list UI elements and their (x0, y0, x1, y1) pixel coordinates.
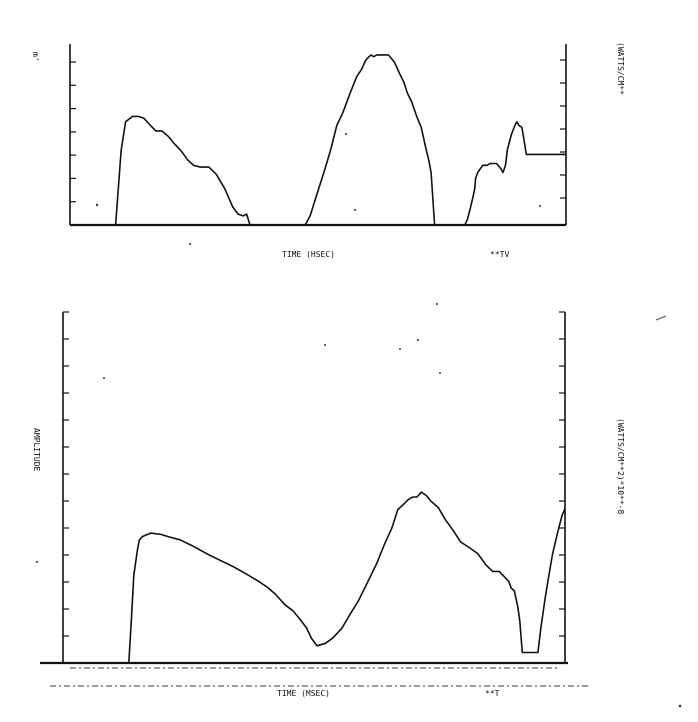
scan-noise (36, 133, 682, 708)
noise-mark (655, 315, 667, 321)
noise-dot (95, 203, 99, 207)
noise-dot (36, 561, 38, 563)
noise-dot (399, 348, 401, 350)
noise-dot (189, 243, 191, 245)
lower-series-line (63, 491, 566, 664)
noise-dot (539, 205, 541, 207)
lower-right-ticks (559, 311, 565, 637)
lower-right-axis-label: (WATTS/CM**2)*10**-8 (616, 418, 625, 515)
lower-y-axis-label: AMPLITUDE (32, 428, 41, 472)
lower-chart: AMPLITUDE (WATTS/CM**2)*10**-8 TIME (MSE… (32, 311, 625, 698)
upper-chart: m' TIME (HSEC) **TV (WATTS/CM** (31, 42, 625, 259)
noise-dot (678, 704, 682, 708)
upper-y-axis-label: (WATTS/CM** (616, 42, 625, 95)
upper-series-line (70, 54, 566, 226)
noise-dot (417, 339, 419, 341)
lower-corner-right-label: **T (485, 689, 500, 698)
upper-corner-right-label: **TV (490, 250, 509, 259)
noise-dot (436, 303, 438, 305)
noise-dot (324, 344, 326, 346)
noise-dot (345, 133, 347, 135)
lower-x-axis-label: TIME (MSEC) (277, 689, 330, 698)
lower-left-ticks (63, 311, 69, 637)
upper-corner-label: m' (31, 52, 40, 62)
noise-dot (354, 209, 356, 211)
upper-left-ticks (70, 61, 76, 226)
noise-dot (103, 377, 105, 379)
noise-dot (439, 372, 441, 374)
upper-x-axis-label: TIME (HSEC) (282, 250, 335, 259)
upper-right-ticks (560, 59, 566, 199)
